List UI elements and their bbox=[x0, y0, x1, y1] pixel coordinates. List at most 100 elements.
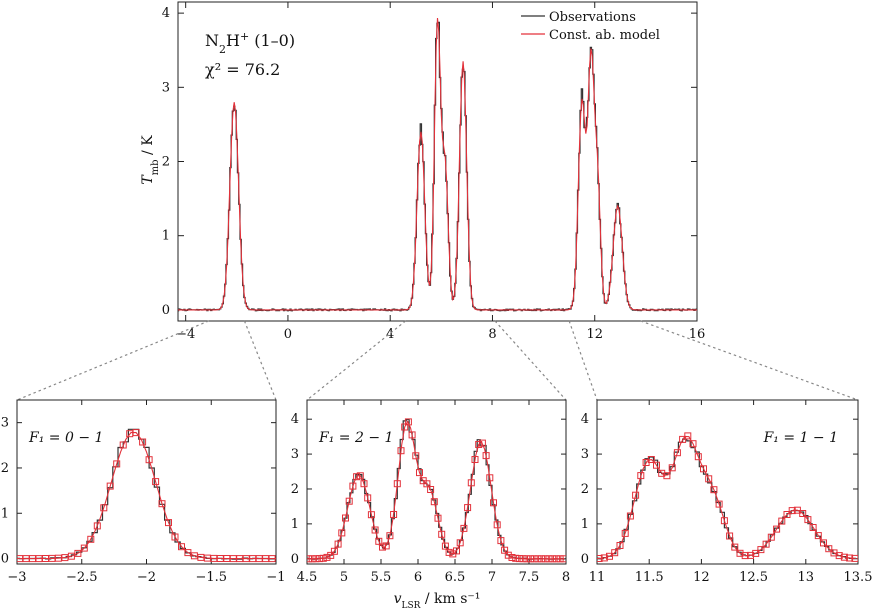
panel2-model-point bbox=[460, 524, 468, 532]
panel1-model-series bbox=[17, 432, 276, 560]
panel3-xtick-label: 11.5 bbox=[635, 570, 664, 585]
panel3-model-point bbox=[835, 552, 843, 560]
main-ytick-label: 0 bbox=[162, 303, 170, 318]
panel2-xtick-label: 6 bbox=[414, 570, 422, 585]
panel2-zoom-connector-left bbox=[306, 320, 406, 401]
panel3-model-point bbox=[820, 539, 827, 547]
panel2-model-point bbox=[556, 555, 564, 563]
panel2-xtick-label: 8 bbox=[562, 570, 570, 585]
panel1-ytick-label: 1 bbox=[1, 506, 9, 521]
panel2-model-point bbox=[549, 555, 557, 563]
panel3-model-point bbox=[752, 549, 760, 557]
panel3-ytick-label: 4 bbox=[581, 412, 589, 427]
panel2-ytick-label: 3 bbox=[291, 447, 299, 462]
legend-label-observations: Observations bbox=[549, 10, 636, 25]
panel1-model-point bbox=[249, 555, 257, 563]
panel2-model-point bbox=[508, 554, 516, 561]
panel3-model-point bbox=[705, 475, 713, 483]
panel3-model-point bbox=[647, 456, 655, 463]
panel1-model-point bbox=[93, 522, 101, 530]
panel2-model-point bbox=[412, 452, 420, 460]
panel2-model-point bbox=[360, 480, 368, 488]
panel3-model-point bbox=[773, 525, 781, 533]
panel2-xtick-label: 6.5 bbox=[445, 570, 466, 585]
panel1-ytick-label: 2 bbox=[1, 461, 9, 476]
panel3-model-point bbox=[726, 532, 734, 540]
panel3-model-point bbox=[663, 472, 671, 480]
panel1-ytick-label: 0 bbox=[1, 552, 9, 567]
panel2-model-point bbox=[327, 551, 335, 559]
panel3-model-point bbox=[611, 549, 619, 557]
main-ytick-label: 4 bbox=[162, 6, 170, 21]
main-xtick-label: 12 bbox=[586, 327, 603, 342]
panel3-model-point bbox=[809, 524, 817, 531]
panel2-model-point bbox=[386, 532, 394, 540]
panel1-model-point bbox=[139, 438, 147, 446]
main-ytick-label: 3 bbox=[162, 80, 170, 95]
panel1-model-point bbox=[165, 519, 172, 527]
panel3-model-point bbox=[762, 540, 770, 548]
panel3-model-point bbox=[621, 529, 629, 537]
panel3-model-series bbox=[597, 435, 856, 560]
panel1-model-point bbox=[87, 535, 95, 543]
panel2-model-point bbox=[471, 456, 479, 463]
panel2-model-point bbox=[482, 452, 490, 460]
panel2-model-point bbox=[541, 555, 549, 563]
panel2-model-point bbox=[375, 537, 383, 545]
panel2-label: F₁ = 2 − 1 bbox=[318, 430, 393, 446]
panel2-model-point bbox=[438, 530, 446, 538]
panel1-model-point bbox=[74, 549, 82, 557]
panel2-model-point bbox=[490, 499, 497, 507]
panel2-model-point bbox=[338, 529, 346, 537]
main-xtick-label: 4 bbox=[386, 327, 394, 342]
panel3-model-point bbox=[720, 517, 728, 525]
panel3-observations-series bbox=[597, 438, 856, 560]
panel2-model-point bbox=[349, 482, 357, 490]
panel2-model-point bbox=[364, 494, 372, 502]
panel3-model-point bbox=[715, 500, 723, 508]
panel2-model-point bbox=[323, 553, 331, 561]
panel2-model-point bbox=[434, 514, 442, 522]
legend-label-model: Const. ab. model bbox=[549, 28, 660, 43]
panel2-ytick-label: 4 bbox=[291, 412, 299, 427]
panel1-xtick-label: −3 bbox=[7, 570, 26, 585]
panel2-model-point bbox=[316, 555, 324, 563]
panel2-model-point bbox=[530, 555, 538, 563]
panel1-xtick-label: −1 bbox=[266, 570, 285, 585]
panel2-model-point bbox=[342, 514, 349, 522]
panel2-model-point bbox=[423, 480, 431, 488]
panel2-curves bbox=[307, 418, 566, 563]
panel3-xtick-label: 13.5 bbox=[844, 570, 872, 585]
panel3-model-point bbox=[757, 546, 765, 554]
panel3-frame bbox=[596, 399, 859, 565]
panel3-model-point bbox=[846, 554, 854, 562]
panel3-model-point bbox=[851, 554, 858, 562]
panel2-frame bbox=[306, 399, 567, 565]
main-xtick-label: 8 bbox=[488, 327, 496, 342]
zoom-panel-f1-0-1: −3 −2.5 −2 −1.5 −1 0 1 2 3 F₁ = 0 − 1 bbox=[1, 399, 286, 585]
main-curves bbox=[178, 17, 697, 312]
panel1-model-point bbox=[268, 555, 276, 563]
panel2-model-point bbox=[538, 555, 546, 563]
panel2-model-point bbox=[515, 555, 523, 563]
panel2-model-point bbox=[486, 474, 494, 482]
panel1-model-point bbox=[152, 478, 160, 486]
panel2-model-point bbox=[390, 511, 398, 518]
panel2-ytick-label: 1 bbox=[291, 517, 299, 532]
bottom-x-axis-label: vLSR / km s⁻¹ bbox=[394, 591, 481, 609]
panel3-model-point bbox=[616, 542, 624, 549]
panel2-zoom-connector-right bbox=[494, 320, 567, 401]
panel3-zoom-connector-right bbox=[640, 320, 859, 401]
panel3-model-point bbox=[783, 511, 791, 518]
panel2-model-point bbox=[367, 511, 375, 519]
panel3-ytick-label: 0 bbox=[581, 552, 589, 567]
panel3-xtick-label: 12 bbox=[693, 570, 710, 585]
panel2-ytick-label: 2 bbox=[291, 482, 299, 497]
panel2-model-point bbox=[504, 551, 512, 559]
panel2-model-point bbox=[345, 497, 353, 505]
panel2-model-point bbox=[307, 555, 312, 563]
panel1-frame bbox=[16, 399, 277, 565]
